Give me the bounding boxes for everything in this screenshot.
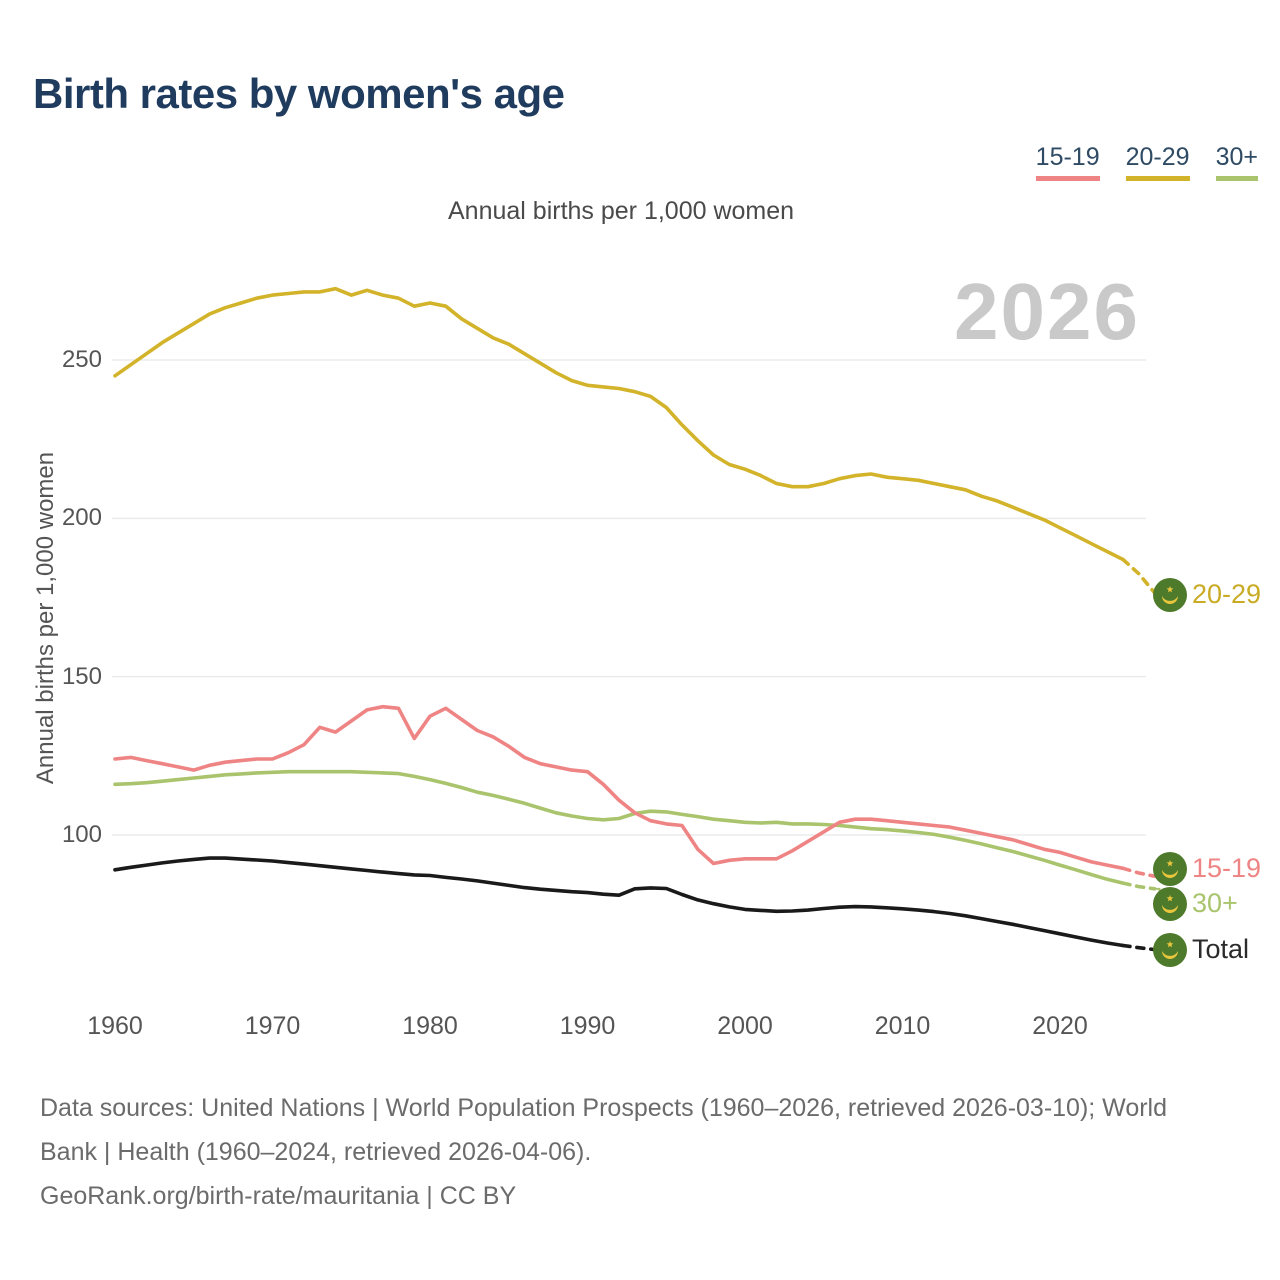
series-line-30+ bbox=[113, 769, 1125, 885]
series-line-Total bbox=[113, 856, 1125, 948]
end-label-30+: 30+ bbox=[1192, 888, 1238, 918]
y-tick-100: 100 bbox=[61, 821, 102, 848]
end-label-15-19: 15-19 bbox=[1192, 853, 1262, 883]
year-watermark: 2026 bbox=[954, 267, 1140, 356]
y-tick-150: 150 bbox=[61, 662, 102, 690]
series-line-projection-30+ bbox=[1121, 881, 1157, 891]
page-title: Birth rates by women's age bbox=[33, 70, 565, 117]
x-tick-1990: 1990 bbox=[559, 1012, 616, 1040]
mauritania-flag-icon bbox=[1153, 852, 1187, 886]
legend-item-15-19[interactable]: 15-19 bbox=[1035, 143, 1100, 181]
y-tick-250: 250 bbox=[61, 345, 102, 373]
legend-item-20-29[interactable]: 20-29 bbox=[1125, 143, 1190, 181]
end-label-Total: Total bbox=[1192, 934, 1250, 964]
chart-subtitle: Annual births per 1,000 women bbox=[448, 197, 795, 225]
series-line-20-29 bbox=[113, 286, 1125, 562]
x-tick-1980: 1980 bbox=[402, 1012, 458, 1040]
x-tick-1970: 1970 bbox=[244, 1012, 301, 1040]
x-tick-2000: 2000 bbox=[717, 1012, 773, 1040]
x-tick-2010: 2010 bbox=[874, 1012, 931, 1040]
legend-item-30+[interactable]: 30+ bbox=[1215, 143, 1258, 181]
mauritania-flag-icon bbox=[1153, 578, 1187, 612]
series-line-15-19 bbox=[113, 704, 1125, 871]
legend: 15-19 20-29 30+ bbox=[1035, 143, 1258, 181]
data-sources-line-2: Bank | Health (1960–2024, retrieved 2026… bbox=[40, 1138, 592, 1166]
x-tick-2020: 2020 bbox=[1032, 1012, 1088, 1040]
end-label-20-29: 20-29 bbox=[1192, 579, 1262, 609]
y-tick-200: 200 bbox=[61, 504, 102, 532]
x-tick-1960: 1960 bbox=[87, 1012, 143, 1040]
series-line-projection-Total bbox=[1121, 943, 1157, 952]
footer: Data sources: United Nations | World Pop… bbox=[40, 1086, 1167, 1218]
series-line-projection-15-19 bbox=[1121, 866, 1157, 879]
mauritania-flag-icon bbox=[1153, 933, 1187, 967]
series-line-projection-20-29 bbox=[1121, 557, 1157, 595]
data-sources-line-1: Data sources: United Nations | World Pop… bbox=[40, 1094, 1168, 1122]
attribution-link: GeoRank.org/birth-rate/mauritania | CC B… bbox=[40, 1182, 517, 1210]
mauritania-flag-icon bbox=[1153, 887, 1187, 921]
